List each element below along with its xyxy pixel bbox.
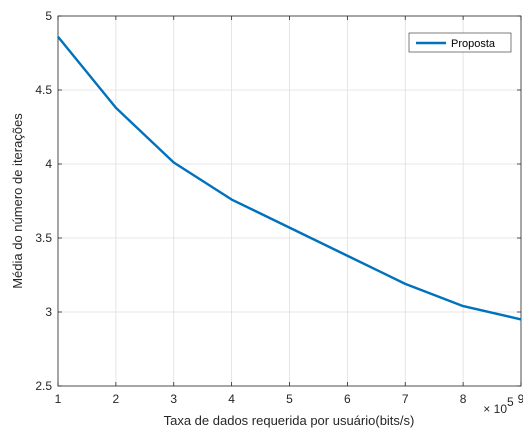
y-tick-label: 4.5 xyxy=(35,83,52,97)
x-exponent-power: 5 xyxy=(507,395,514,409)
y-tick-label: 3 xyxy=(45,305,52,319)
x-tick-label: 7 xyxy=(402,392,409,406)
plot-frame xyxy=(57,15,522,387)
x-tick-labels: 1 2 3 4 5 6 7 8 9 xyxy=(55,392,523,406)
x-tick-label: 1 xyxy=(55,392,62,406)
y-tick-label: 4 xyxy=(45,157,52,171)
x-tick-label: 5 xyxy=(286,392,293,406)
legend: Proposta xyxy=(408,32,512,53)
x-tick-label: 9 xyxy=(518,392,523,406)
legend-box xyxy=(408,32,512,53)
series-line-proposta xyxy=(57,35,522,321)
y-tick-label: 3.5 xyxy=(35,231,52,245)
y-tick-label: 2.5 xyxy=(35,379,52,393)
x-tick-label: 3 xyxy=(170,392,177,406)
legend-label-proposta: Proposta xyxy=(451,38,496,50)
series-group xyxy=(57,35,522,321)
x-exponent: × 10 5 xyxy=(483,395,514,416)
x-exponent-base: × 10 xyxy=(483,402,507,416)
x-tick-label: 8 xyxy=(460,392,467,406)
x-axis-label: Taxa de dados requerida por usuário(bits… xyxy=(164,413,415,428)
x-tick-label: 2 xyxy=(113,392,120,406)
x-tick-label: 4 xyxy=(228,392,235,406)
y-tick-label: 5 xyxy=(45,9,52,23)
y-tick-labels: 2.5 3 3.5 4 4.5 5 xyxy=(35,9,52,393)
x-tick-label: 6 xyxy=(344,392,351,406)
y-axis-label: Média do número de iterações xyxy=(10,113,25,289)
